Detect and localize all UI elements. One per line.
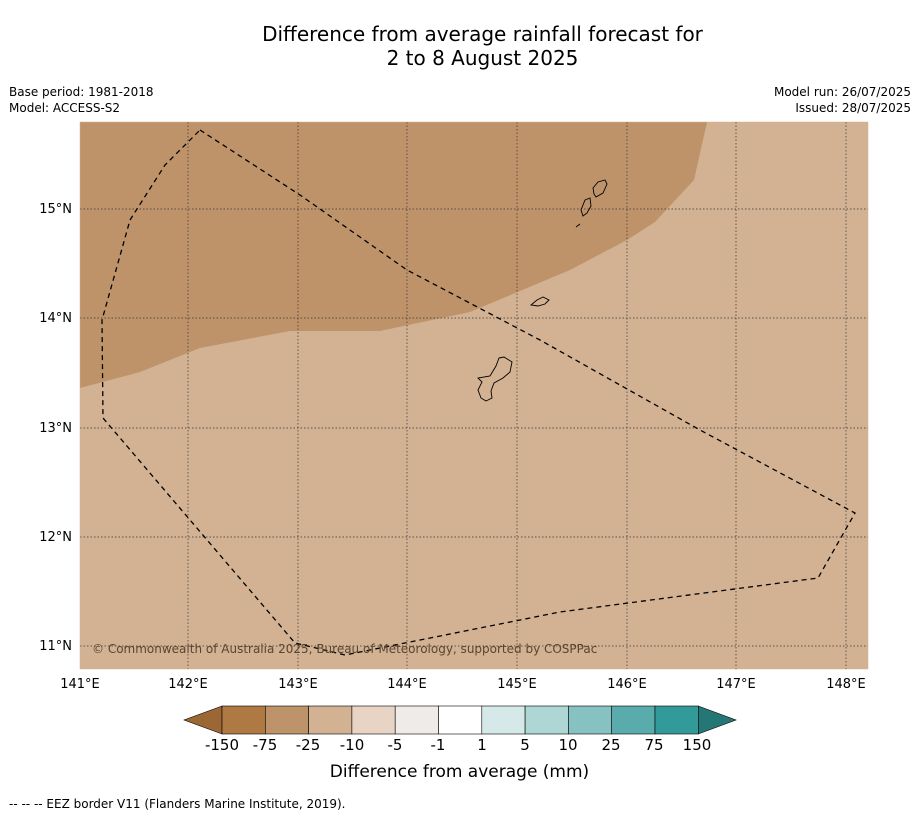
- lon-label: 143°E: [278, 677, 318, 692]
- lon-label: 141°E: [60, 677, 100, 692]
- lon-label: 142°E: [168, 677, 208, 692]
- colorbar-tick-label: -1: [430, 736, 446, 754]
- eez-legend-text: -- -- -- EEZ border V11 (Flanders Marine…: [9, 797, 346, 811]
- aguijan-island: [575, 223, 581, 228]
- colorbar-tick-label: -10: [339, 736, 365, 754]
- colorbar-swatch: [481, 705, 526, 735]
- lon-label: 147°E: [716, 677, 756, 692]
- colorbar-extend-low: [183, 705, 223, 735]
- lon-label: 145°E: [497, 677, 537, 692]
- meta-left: Base period: 1981-2018 Model: ACCESS-S2: [9, 84, 154, 116]
- colorbar-swatch: [394, 705, 439, 735]
- colorbar-swatch: [611, 705, 656, 735]
- lat-label: 14°N: [39, 311, 72, 326]
- colorbar-tick-label: 10: [558, 736, 578, 754]
- guam-island: [477, 356, 513, 402]
- lat-label: 13°N: [39, 421, 72, 436]
- rainfall-map: © Commonwealth of Australia 2025, Bureau…: [39, 121, 869, 735]
- colorbar-swatch: [264, 705, 309, 735]
- base-period-text: Base period: 1981-2018: [9, 85, 154, 99]
- model-text: Model: ACCESS-S2: [9, 101, 121, 115]
- saipan-island: [592, 179, 608, 198]
- model-run-text: Model run: 26/07/2025: [773, 85, 911, 99]
- map-title-line1: Difference from average rainfall forecas…: [262, 22, 703, 46]
- graticule: [80, 122, 868, 669]
- map-frame: [79, 121, 869, 670]
- lon-label: 148°E: [826, 677, 866, 692]
- colorbar-tick-label: 1: [477, 736, 487, 754]
- colorbar-tick-label: -75: [252, 736, 278, 754]
- eez-border: [101, 129, 856, 656]
- tinian-island: [580, 197, 592, 217]
- lon-label: 144°E: [387, 677, 427, 692]
- colorbar-swatch: [308, 705, 353, 735]
- colorbar-title: Difference from average (mm): [329, 762, 590, 782]
- lat-labels: 15°N 14°N 13°N 12°N 11°N: [39, 202, 72, 654]
- lon-labels: 141°E 142°E 143°E 144°E 145°E 146°E 147°…: [60, 677, 866, 692]
- colorbar: [183, 705, 737, 735]
- colorbar-swatch: [568, 705, 613, 735]
- islands: [477, 179, 608, 402]
- map-title: Difference from average rainfall forecas…: [0, 22, 919, 70]
- meta-right: Model run: 26/07/2025 Issued: 28/07/2025: [774, 84, 911, 116]
- colorbar-swatch: [438, 705, 483, 735]
- colorbar-tick-label: 75: [644, 736, 664, 754]
- lat-label: 11°N: [39, 639, 72, 654]
- lat-label: 12°N: [39, 530, 72, 545]
- map-title-line2: 2 to 8 August 2025: [386, 46, 579, 70]
- colorbar-extend-high: [697, 705, 737, 735]
- copyright-text: © Commonwealth of Australia 2025, Bureau…: [92, 642, 597, 656]
- colorbar-tick-label: 5: [520, 736, 530, 754]
- lat-label: 15°N: [39, 202, 72, 217]
- colorbar-tick-label: -25: [295, 736, 321, 754]
- colorbar-labels: -150 -75 -25 -10 -5 -1 1 5 10 25 75 150: [0, 736, 919, 756]
- colorbar-swatch: [524, 705, 569, 735]
- colorbar-tick-label: 25: [601, 736, 621, 754]
- colorbar-tick-label: -150: [204, 736, 240, 754]
- colorbar-tick-label: -5: [387, 736, 403, 754]
- map-region-dark: [80, 122, 707, 388]
- colorbar-swatch: [654, 705, 699, 735]
- lon-label: 146°E: [607, 677, 647, 692]
- colorbar-tick-label: 150: [682, 736, 712, 754]
- colorbar-swatch: [221, 705, 266, 735]
- colorbar-swatch: [351, 705, 396, 735]
- rota-island: [529, 296, 550, 307]
- issued-text: Issued: 28/07/2025: [795, 101, 911, 115]
